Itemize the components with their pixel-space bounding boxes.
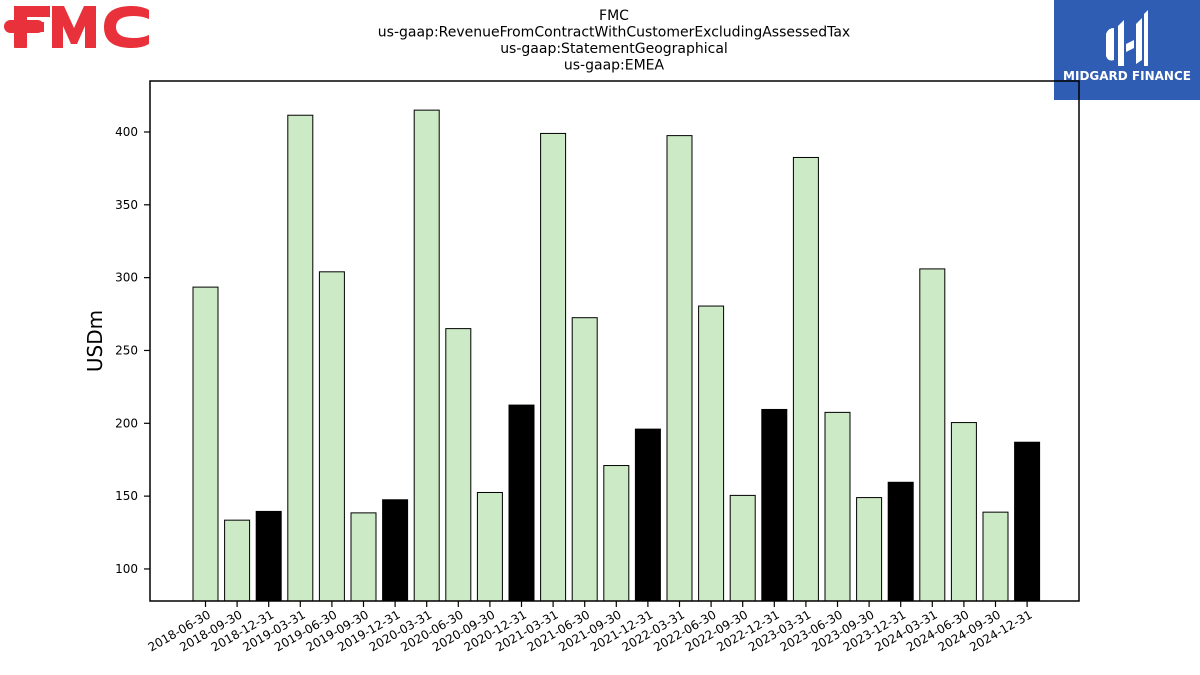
bar — [603, 465, 630, 602]
chart-title-line: us-gaap:RevenueFromContractWithCustomerE… — [378, 25, 850, 41]
y-tick-label: 250 — [115, 343, 138, 357]
bar — [887, 481, 914, 602]
y-tick-label: 200 — [115, 416, 138, 430]
bar — [824, 411, 851, 602]
bar — [792, 156, 819, 602]
chart-title-line: us-gaap:EMEA — [564, 58, 665, 74]
bar-series — [192, 109, 1041, 602]
bar — [350, 512, 377, 602]
bar — [287, 114, 314, 602]
y-tick-label: 150 — [115, 489, 138, 503]
plot-frame — [149, 80, 1080, 602]
bar — [192, 286, 219, 602]
bar — [508, 404, 535, 602]
bar — [666, 135, 693, 602]
y-tick-label: 100 — [115, 562, 138, 576]
midgard-finance-label: MIDGARD FINANCE — [1063, 69, 1191, 83]
chart-title-line: us-gaap:StatementGeographical — [500, 41, 728, 57]
x-axis: 2018-06-302018-09-302018-12-312019-03-31… — [146, 601, 1035, 654]
bar — [698, 305, 725, 602]
y-tick-label: 350 — [115, 198, 138, 212]
bar — [476, 491, 503, 602]
bar — [761, 408, 788, 602]
y-axis: 100 150 200 250 300 350 400 — [115, 125, 150, 576]
fmc-logo — [4, 6, 149, 48]
bar — [1014, 441, 1041, 602]
bar — [413, 109, 440, 602]
midgard-finance-logo: MIDGARD FINANCE — [1054, 0, 1200, 100]
bar — [318, 271, 345, 602]
bar — [445, 328, 472, 602]
bar — [950, 422, 977, 602]
bar — [856, 497, 883, 602]
bar — [919, 268, 946, 602]
bar — [255, 510, 282, 602]
bar — [982, 511, 1009, 602]
y-tick-label: 300 — [115, 271, 138, 285]
bar — [540, 132, 567, 602]
chart-title: FMCus-gaap:RevenueFromContractWithCustom… — [378, 8, 850, 74]
bar — [571, 317, 598, 602]
y-tick-label: 400 — [115, 125, 138, 139]
bar — [382, 499, 409, 602]
bar — [224, 519, 251, 602]
bar — [634, 428, 661, 602]
bar — [729, 494, 756, 602]
midgard-emblem-icon — [1106, 10, 1148, 66]
chart-title-line: FMC — [599, 8, 629, 24]
y-axis-label: USDm — [83, 310, 107, 372]
